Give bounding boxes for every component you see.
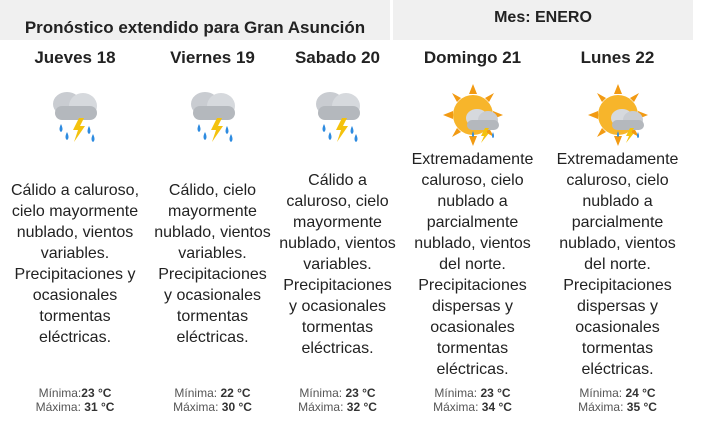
max-value: 31 °C [84,400,115,414]
header-title: Pronóstico extendido para Gran Asunción [0,0,390,40]
min-label: Mínima: [434,386,478,400]
max-value: 34 °C [481,400,512,414]
max-label: Máxima: [173,400,219,414]
weather-icon [53,92,97,142]
min-label: Mínima: [38,386,82,400]
min-value: 22 °C [220,386,251,400]
description-box: Extremadamente caluroso, cielo nublado a… [404,148,541,380]
min-value: 23 °C [345,386,376,400]
weather-icon [190,92,235,142]
description-box: Cálido a caluroso, cielo mayormente nubl… [279,148,396,380]
min-row: Mínima: 22 °C [173,386,252,400]
day-name: Viernes 19 [170,48,255,67]
temperatures: Mínima: 23 °C Máxima: 32 °C [298,386,377,414]
day-column: Lunes 22 Extremadamente caluroso, cielo n… [545,40,690,414]
min-row: Mínima:23 °C [36,386,115,400]
day-column: Viernes 19 Cálido, cielo mayormente nubla… [150,40,275,414]
description: Extremadamente caluroso, cielo nublado a… [556,150,679,378]
description-box: Extremadamente caluroso, cielo nublado a… [549,148,686,380]
min-row: Mínima: 24 °C [578,386,657,400]
min-value: 23 °C [480,386,511,400]
description-box: Cálido, cielo mayormente nublado, viento… [154,148,271,380]
max-row: Máxima: 31 °C [36,400,115,414]
max-value: 35 °C [626,400,657,414]
max-row: Máxima: 34 °C [433,400,512,414]
day-name: Jueves 18 [34,48,116,67]
day-column: Domingo 21 Extremadamente caluroso, cielo… [400,40,545,414]
temperatures: Mínima: 22 °C Máxima: 30 °C [173,386,252,414]
max-row: Máxima: 30 °C [173,400,252,414]
min-row: Mínima: 23 °C [298,386,377,400]
min-row: Mínima: 23 °C [433,386,512,400]
description: Extremadamente caluroso, cielo nublado a… [411,150,534,378]
day-column: Sabado 20 Cálido a caluroso, cielo mayorm… [275,40,400,414]
description: Cálido a caluroso, cielo mayormente nubl… [279,171,396,357]
max-row: Máxima: 32 °C [298,400,377,414]
description-box: Cálido a caluroso, cielo mayormente nubl… [4,148,146,380]
day-name: Lunes 22 [580,48,655,67]
max-label: Máxima: [35,400,81,414]
header-month: Mes: ENERO [393,0,693,40]
weather-icon [587,84,648,146]
day-name: Sabado 20 [294,48,381,67]
max-label: Máxima: [298,400,344,414]
min-value: 24 °C [625,386,656,400]
description: Cálido a caluroso, cielo mayormente nubl… [10,182,140,346]
min-label: Mínima: [299,386,343,400]
max-value: 30 °C [221,400,252,414]
max-row: Máxima: 35 °C [578,400,657,414]
forecast-columns: Jueves 18 Cálido a caluroso, cielo mayorm… [0,40,713,414]
min-label: Mínima: [174,386,218,400]
temperatures: Mínima:23 °C Máxima: 31 °C [36,386,115,414]
temperatures: Mínima: 24 °C Máxima: 35 °C [578,386,657,414]
max-label: Máxima: [578,400,624,414]
weather-icon [442,84,503,146]
day-name: Domingo 21 [423,48,522,67]
header: Pronóstico extendido para Gran Asunción … [0,0,713,40]
day-column: Jueves 18 Cálido a caluroso, cielo mayorm… [0,40,150,414]
max-label: Máxima: [433,400,479,414]
min-label: Mínima: [579,386,623,400]
description: Cálido, cielo mayormente nublado, viento… [154,182,271,346]
weather-icon [315,92,360,142]
max-value: 32 °C [346,400,377,414]
min-value: 23 °C [81,386,112,400]
temperatures: Mínima: 23 °C Máxima: 34 °C [433,386,512,414]
